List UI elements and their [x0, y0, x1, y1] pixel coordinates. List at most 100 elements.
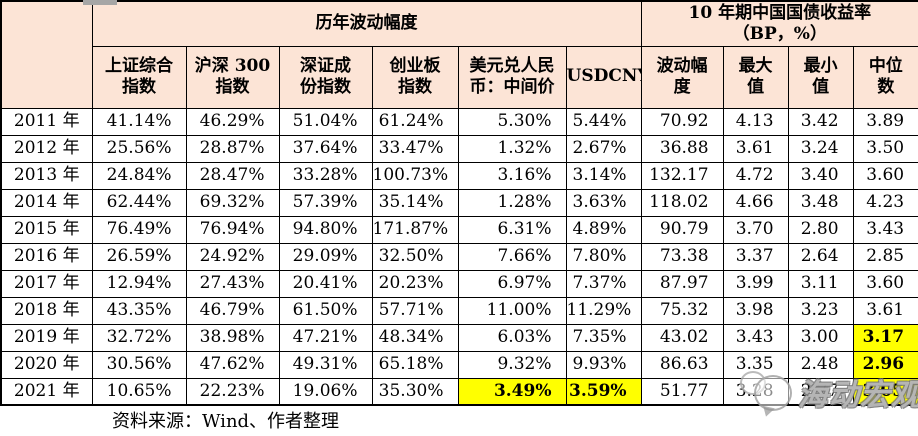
value-cell: 4.23	[852, 188, 918, 217]
group-header-row: 历年波动幅度 10 年期中国国债收益率 （BP，%）	[0, 0, 918, 109]
value-cell: 20.23%	[371, 269, 459, 298]
value-cell: 3.24	[787, 134, 854, 163]
col-header-usd-cny-midpoint: 美元兑人民 币：中间价	[457, 45, 567, 109]
value-cell: 32.72%	[91, 323, 187, 352]
group-header-volatility: 历年波动幅度	[91, 0, 642, 47]
year-cell: 2019 年	[0, 323, 93, 352]
table-row: 2012 年 25.56% 28.87% 37.64% 33.47% 1.32% 2.67%…	[0, 134, 918, 163]
year-cell: 2016 年	[0, 242, 93, 271]
year-cell: 2013 年	[0, 161, 93, 190]
value-cell: 1.28%	[457, 188, 567, 217]
value-cell: 41.14%	[91, 107, 187, 136]
year-cell: 2017 年	[0, 269, 93, 298]
value-cell: 47.21%	[278, 323, 373, 352]
value-cell: 36.88	[640, 134, 724, 163]
value-cell: 87.97	[640, 269, 724, 298]
value-cell: 51.77	[640, 377, 724, 406]
value-cell: 22.23%	[185, 377, 280, 406]
value-cell: 7.80%	[565, 242, 642, 271]
value-cell: 38.98%	[185, 323, 280, 352]
year-cell: 2018 年	[0, 296, 93, 325]
value-cell: 26.59%	[91, 242, 187, 271]
value-cell: 48.34%	[371, 323, 459, 352]
value-cell: 3.37	[722, 242, 789, 271]
col-header-usdcny: USDCNY	[565, 45, 642, 109]
value-cell: 29.09%	[278, 242, 373, 271]
value-cell: 5.44%	[565, 107, 642, 136]
table-row: 2021 年 10.65% 22.23% 19.06% 35.30% 3.49% 3.59%…	[0, 377, 918, 406]
value-cell: 7.66%	[457, 242, 567, 271]
value-cell: 118.02	[640, 188, 724, 217]
value-cell: 35.14%	[371, 188, 459, 217]
value-cell: 10.65%	[91, 377, 187, 406]
value-cell: 70.92	[640, 107, 724, 136]
table-row: 2017 年 12.94% 27.43% 20.41% 20.23% 6.97% 7.37%…	[0, 269, 918, 298]
value-cell: 32.50%	[371, 242, 459, 271]
col-header-median: 中位 数	[852, 45, 918, 109]
value-cell: 3.23	[787, 296, 854, 325]
value-cell: 3.42	[787, 107, 854, 136]
col-header-csi300: 沪深 300 指数	[185, 45, 280, 109]
value-cell: 61.24%	[371, 107, 459, 136]
value-cell: 69.32%	[185, 188, 280, 217]
value-cell: 3.60	[852, 269, 918, 298]
value-cell: 90.79	[640, 215, 724, 244]
table-row: 2014 年 62.44% 69.32% 57.39% 35.14% 1.28% 3.63%…	[0, 188, 918, 217]
value-cell: 3.11	[787, 269, 854, 298]
table-row: 2018 年 43.35% 46.79% 61.50% 57.71% 11.00% 11.2…	[0, 296, 918, 325]
table-row: 2016 年 26.59% 24.92% 29.09% 32.50% 7.66% 7.80%…	[0, 242, 918, 271]
sub-header-row: 上证综合 指数 沪深 300 指数 深证成 份指数 创业板 指数 美元兑人民 币…	[1, 45, 918, 109]
col-header-szse-component: 深证成 份指数	[278, 45, 373, 109]
value-cell: 49.31%	[278, 350, 373, 379]
value-cell: 132.17	[640, 161, 724, 190]
value-cell: 86.63	[640, 350, 724, 379]
value-cell: 2.80	[787, 215, 854, 244]
value-cell: 61.50%	[278, 296, 373, 325]
value-cell: 28.87%	[185, 134, 280, 163]
value-cell: 19.06%	[278, 377, 373, 406]
value-cell: 62.44%	[91, 188, 187, 217]
value-cell: 5.30%	[457, 107, 567, 136]
value-cell: 46.29%	[185, 107, 280, 136]
value-cell: 43.02	[640, 323, 724, 352]
year-column-header	[0, 0, 93, 109]
col-header-volatility-range: 波动幅 度	[640, 45, 724, 109]
value-cell: 33.28%	[278, 161, 373, 190]
col-header-sse-composite: 上证综合 指数	[91, 45, 187, 109]
year-cell: 2015 年	[0, 215, 93, 244]
value-cell: 7.35%	[565, 323, 642, 352]
value-cell-highlighted: 3.05	[852, 377, 918, 406]
value-cell: 76.94%	[185, 215, 280, 244]
value-cell: 2.64	[787, 242, 854, 271]
value-cell: 11.00%	[457, 296, 567, 325]
year-cell: 2011 年	[0, 107, 93, 136]
value-cell: 37.64%	[278, 134, 373, 163]
value-cell: 171.87%	[371, 215, 459, 244]
value-cell: 4.89%	[565, 215, 642, 244]
value-cell: 3.14%	[565, 161, 642, 190]
value-cell: 3.60	[852, 161, 918, 190]
value-cell: 20.41%	[278, 269, 373, 298]
value-cell: 57.39%	[278, 188, 373, 217]
value-cell: 4.66	[722, 188, 789, 217]
year-cell: 2014 年	[0, 188, 93, 217]
value-cell: 30.56%	[91, 350, 187, 379]
value-cell: 6.31%	[457, 215, 567, 244]
value-cell: 6.03%	[457, 323, 567, 352]
value-cell: 3.00	[787, 323, 854, 352]
value-cell: 3.50	[852, 134, 918, 163]
value-cell-highlighted: 3.59%	[565, 377, 642, 406]
year-cell: 2021 年	[0, 377, 93, 406]
value-cell: 2.85	[852, 242, 918, 271]
value-cell: 76.49%	[91, 215, 187, 244]
top-gray-artifact	[83, 0, 117, 5]
table-row: 2019 年 32.72% 38.98% 47.21% 48.34% 6.03% 7.35%…	[0, 323, 918, 352]
value-cell: 75.32	[640, 296, 724, 325]
value-cell: 33.47%	[371, 134, 459, 163]
year-cell: 2012 年	[0, 134, 93, 163]
value-cell: 3.61	[722, 134, 789, 163]
value-cell: 57.71%	[371, 296, 459, 325]
value-cell: 73.38	[640, 242, 724, 271]
value-cell: 2.77	[787, 377, 854, 406]
value-cell: 3.40	[787, 161, 854, 190]
